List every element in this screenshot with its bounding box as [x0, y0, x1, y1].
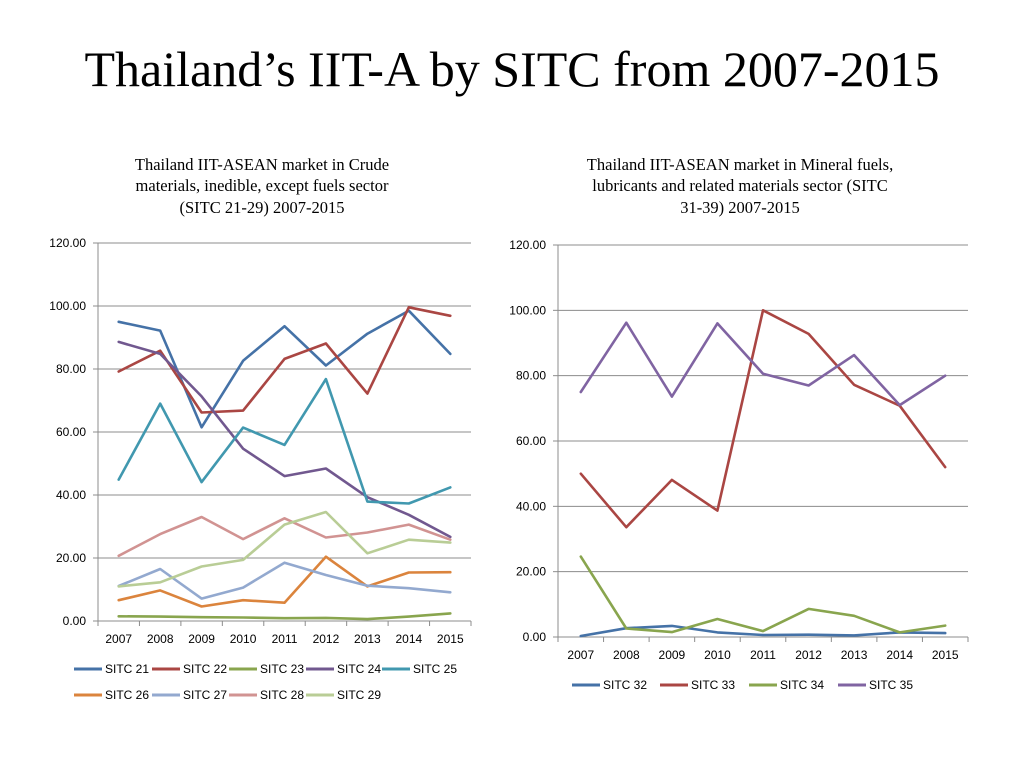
chart-1-legend-label-sitc-21: SITC 21 [105, 662, 149, 676]
chart-1-legend-label-sitc-24: SITC 24 [337, 662, 381, 676]
chart-1-y-tick-label: 120.00 [49, 236, 86, 250]
chart-1-x-tick-label: 2011 [272, 632, 298, 646]
chart-2-x-tick-label: 2007 [567, 648, 594, 662]
chart-1-series-sitc-28-line [117, 515, 452, 558]
chart-2-x-tick-label: 2013 [841, 648, 868, 662]
chart-1-x-tick-label: 2007 [105, 632, 132, 646]
chart-2-y-tick-label: 120.00 [509, 238, 546, 252]
chart-2-y-tick-label: 20.00 [516, 565, 546, 579]
chart-1-y-tick-label: 60.00 [56, 425, 86, 439]
chart-2-series-sitc-34-line [579, 555, 947, 634]
chart-1-x-tick-label: 2008 [147, 632, 174, 646]
chart-2-series-sitc-32-line [579, 624, 947, 638]
chart-1-series-sitc-25-line [117, 377, 452, 505]
chart-2-legend-label-sitc-33: SITC 33 [691, 678, 735, 692]
chart-2-legend-label-sitc-35: SITC 35 [869, 678, 913, 692]
chart-2-title-line: lubricants and related materials sector … [592, 176, 888, 196]
chart-1-y-tick-label: 40.00 [56, 488, 86, 502]
chart-2-x-tick-label: 2011 [750, 648, 776, 662]
chart-1-title-line: materials, inedible, except fuels sector [135, 176, 389, 196]
chart-2-y-tick-label: 80.00 [516, 369, 546, 383]
chart-1-x-tick-label: 2015 [437, 632, 464, 646]
chart-1-series-sitc-24-line [117, 340, 452, 539]
chart-2-x-tick-label: 2010 [704, 648, 731, 662]
chart-1-series-sitc-23-line [117, 612, 452, 621]
chart-2-y-tick-label: 0.00 [523, 630, 547, 644]
chart-1-legend-label-sitc-25: SITC 25 [413, 662, 457, 676]
chart-1-title-line: Thailand IIT-ASEAN market in Crude [134, 155, 390, 174]
chart-1-series-sitc-22-line [117, 305, 452, 414]
chart-1-x-tick-label: 2009 [188, 632, 215, 646]
chart-1-x-tick-label: 2014 [395, 632, 422, 646]
chart-1-y-tick-label: 0.00 [63, 614, 87, 628]
chart-2-x-tick-label: 2015 [932, 648, 959, 662]
chart-1-series-sitc-21-line [117, 309, 452, 429]
chart-2-x-tick-label: 2012 [795, 648, 822, 662]
chart-1-series-sitc-27-line [117, 561, 452, 600]
chart-2-title-line: 31-39) 2007-2015 [680, 197, 800, 217]
chart-2-x-tick-label: 2008 [613, 648, 640, 662]
chart-2-y-tick-label: 100.00 [509, 303, 546, 317]
chart-1-legend-label-sitc-26: SITC 26 [105, 688, 149, 702]
chart-2-title-line: Thailand IIT-ASEAN market in Mineral fue… [586, 155, 894, 174]
chart-1-legend-label-sitc-27: SITC 27 [183, 688, 227, 702]
chart-1-legend-label-sitc-22: SITC 22 [183, 662, 227, 676]
chart-1-y-tick-label: 20.00 [56, 551, 86, 565]
chart-1-x-tick-label: 2010 [230, 632, 257, 646]
chart-1-x-tick-label: 2013 [354, 632, 381, 646]
chart-2-y-tick-label: 40.00 [516, 499, 546, 513]
chart-2-series-sitc-35-line [579, 321, 947, 407]
chart-2-y-tick-label: 60.00 [516, 434, 546, 448]
chart-1-legend-label-sitc-23: SITC 23 [260, 662, 304, 676]
chart-2-x-tick-label: 2009 [659, 648, 686, 662]
chart-2-title: Thailand IIT-ASEAN market in Mineral fue… [545, 154, 935, 218]
chart-1-x-tick-label: 2012 [313, 632, 340, 646]
chart-2-x-tick-label: 2014 [886, 648, 913, 662]
chart-1-series-sitc-26-line [117, 555, 452, 608]
chart-2-series-sitc-33-line [579, 308, 947, 529]
chart-1-y-tick-label: 80.00 [56, 362, 86, 376]
chart-2-legend-label-sitc-32: SITC 32 [603, 678, 647, 692]
chart-1-title-line: (SITC 21-29) 2007-2015 [179, 197, 345, 217]
chart-1-y-tick-label: 100.00 [49, 299, 86, 313]
chart-1-legend-label-sitc-29: SITC 29 [337, 688, 381, 702]
slide-title: Thailand’s IIT-A by SITC from 2007-2015 [84, 41, 940, 97]
chart-1-series-sitc-29-line [117, 510, 452, 588]
chart-1-legend-label-sitc-28: SITC 28 [260, 688, 304, 702]
chart-1-title: Thailand IIT-ASEAN market in Crude mater… [82, 154, 442, 218]
chart-2-legend-label-sitc-34: SITC 34 [780, 678, 824, 692]
